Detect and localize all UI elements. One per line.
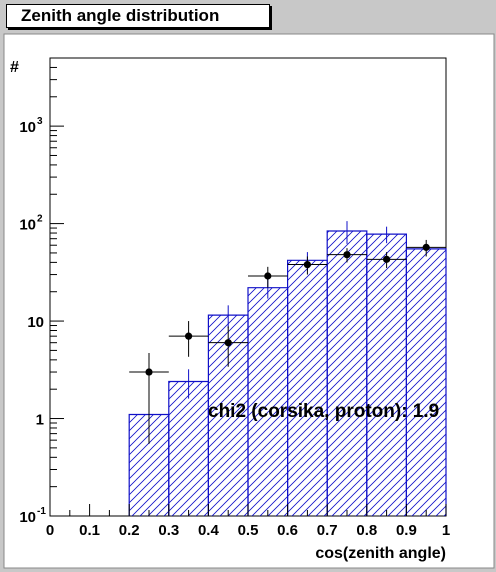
y-tick-exponent: 3 bbox=[37, 116, 43, 127]
data-point bbox=[185, 332, 193, 340]
x-tick-label: 0.5 bbox=[238, 522, 259, 539]
data-point bbox=[145, 368, 153, 376]
x-tick-label: 0.2 bbox=[119, 522, 140, 539]
x-tick-label: 1 bbox=[442, 522, 450, 539]
data-point bbox=[303, 260, 311, 269]
data-point bbox=[264, 272, 272, 280]
y-tick-label: 10 bbox=[19, 217, 36, 234]
y-tick-label: 1 bbox=[36, 412, 44, 429]
x-tick-label: 0.4 bbox=[198, 522, 220, 539]
x-tick-label: 0.7 bbox=[317, 522, 338, 539]
x-tick-label: 0.9 bbox=[396, 522, 417, 539]
data-points bbox=[129, 239, 446, 444]
y-tick-label: 10 bbox=[19, 119, 36, 136]
data-point bbox=[343, 251, 351, 259]
y-tick-label: 10 bbox=[19, 509, 36, 526]
y-tick-exponent: 2 bbox=[37, 214, 43, 225]
chart-title: Zenith angle distribution bbox=[6, 4, 270, 28]
chart-title-text: Zenith angle distribution bbox=[21, 6, 220, 25]
y-tick-label: 10 bbox=[27, 314, 44, 331]
x-tick-label: 0.6 bbox=[277, 522, 298, 539]
data-point bbox=[383, 255, 391, 263]
x-tick-label: 0.3 bbox=[158, 522, 179, 539]
x-tick-label: 0.1 bbox=[79, 522, 100, 539]
chi2-annotation: chi2 (corsika, proton): 1.9 bbox=[208, 401, 439, 422]
y-tick-exponent: -1 bbox=[37, 506, 46, 517]
data-point bbox=[422, 243, 430, 251]
x-tick-label: 0.8 bbox=[356, 522, 377, 539]
x-tick-label: 0 bbox=[46, 522, 54, 539]
data-point bbox=[224, 339, 232, 347]
y-axis-label: # bbox=[10, 59, 19, 76]
x-axis-label: cos(zenith angle) bbox=[315, 545, 446, 562]
